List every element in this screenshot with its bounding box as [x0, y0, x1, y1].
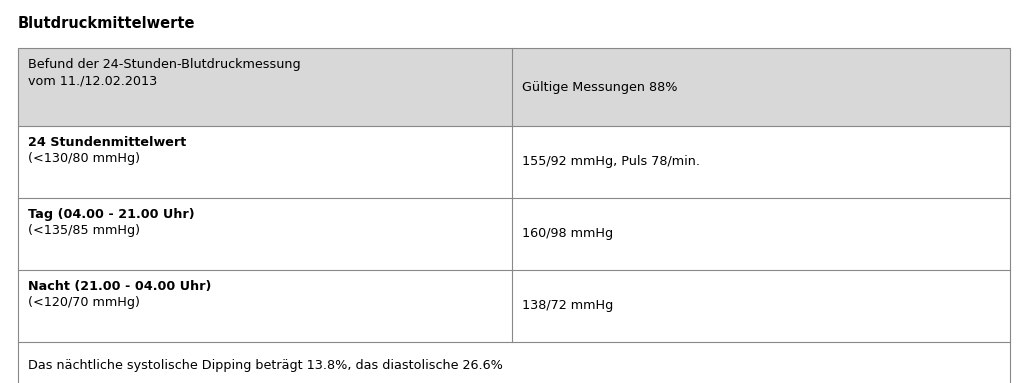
Text: vom 11./12.02.2013: vom 11./12.02.2013 [28, 74, 157, 87]
Bar [512, 126, 1009, 198]
Text: Blutdruckmittelwerte: Blutdruckmittelwerte [19, 16, 195, 31]
Bar [512, 48, 1009, 126]
Text: (<135/85 mmHg): (<135/85 mmHg) [28, 224, 140, 237]
Bar [19, 48, 1009, 383]
Bar [512, 198, 1009, 270]
Bar [19, 342, 1009, 383]
Bar [19, 48, 512, 126]
Text: (<130/80 mmHg): (<130/80 mmHg) [28, 152, 140, 165]
Text: Tag (04.00 - 21.00 Uhr): Tag (04.00 - 21.00 Uhr) [28, 208, 194, 221]
Text: 160/98 mmHg: 160/98 mmHg [522, 228, 613, 241]
Text: 24 Stundenmittelwert: 24 Stundenmittelwert [28, 136, 186, 149]
Text: 138/72 mmHg: 138/72 mmHg [522, 300, 614, 313]
Bar [19, 198, 512, 270]
Bar [19, 126, 512, 198]
Bar [19, 270, 512, 342]
Text: Gültige Messungen 88%: Gültige Messungen 88% [522, 80, 677, 93]
Bar [512, 270, 1009, 342]
Text: Befund der 24-Stunden-Blutdruckmessung: Befund der 24-Stunden-Blutdruckmessung [28, 58, 300, 71]
Text: (<120/70 mmHg): (<120/70 mmHg) [28, 296, 140, 309]
Text: Das nächtliche systolische Dipping beträgt 13.8%, das diastolische 26.6%: Das nächtliche systolische Dipping beträ… [28, 360, 503, 373]
Text: Nacht (21.00 - 04.00 Uhr): Nacht (21.00 - 04.00 Uhr) [28, 280, 212, 293]
Text: 155/92 mmHg, Puls 78/min.: 155/92 mmHg, Puls 78/min. [522, 155, 700, 169]
